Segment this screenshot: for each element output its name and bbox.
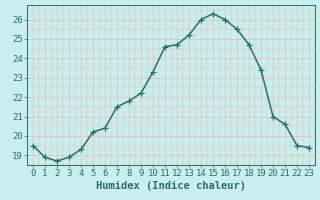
X-axis label: Humidex (Indice chaleur): Humidex (Indice chaleur) — [96, 181, 246, 191]
